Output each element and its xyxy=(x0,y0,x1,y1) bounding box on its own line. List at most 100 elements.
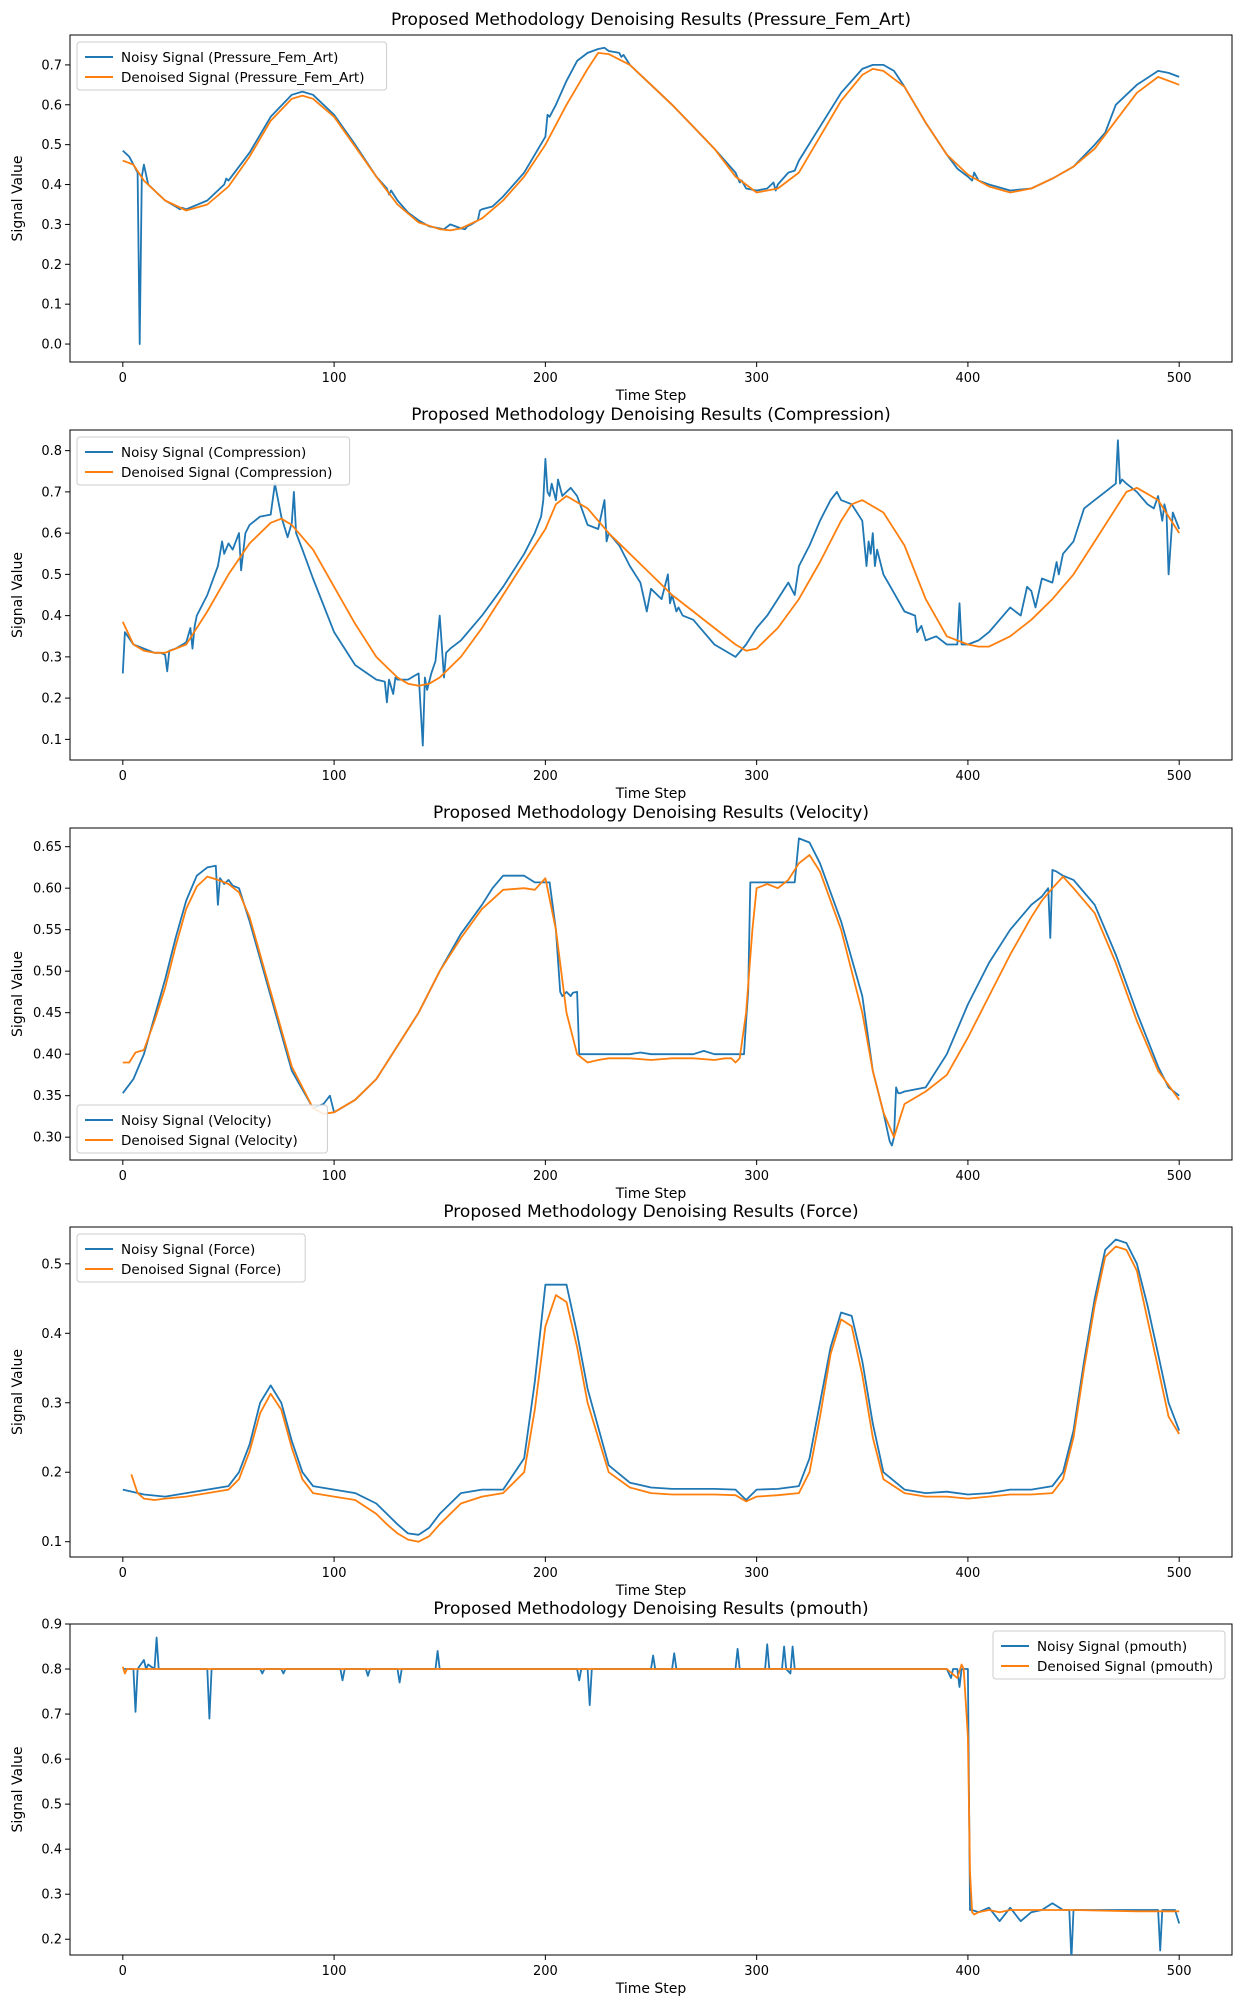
y-tick-label: 0.50 xyxy=(33,965,62,980)
x-axis-label: Time Step xyxy=(615,1981,687,1997)
legend-noisy-label: Noisy Signal (Compression) xyxy=(121,445,306,461)
x-tick-label: 500 xyxy=(1167,1169,1192,1184)
x-tick-label: 400 xyxy=(955,769,980,784)
y-tick-label: 0.6 xyxy=(41,98,62,113)
noisy-series-line xyxy=(122,1238,1181,1536)
axes-frame xyxy=(69,1623,1233,1956)
chart-5: Proposed Methodology Denoising Results (… xyxy=(10,1599,1233,1997)
legend-noisy-label: Noisy Signal (pmouth) xyxy=(1037,1639,1187,1655)
legend-box xyxy=(76,41,388,91)
x-tick-label: 100 xyxy=(322,1566,347,1581)
y-tick-label: 0.8 xyxy=(41,444,62,459)
chart-title: Proposed Methodology Denoising Results (… xyxy=(433,803,869,823)
y-tick-label: 0.0 xyxy=(41,338,62,353)
x-axis-label: Time Step xyxy=(615,388,687,404)
legend-box xyxy=(76,436,351,486)
legend-denoised-label: Denoised Signal (Compression) xyxy=(121,465,332,481)
legend: Noisy Signal (Velocity) Denoised Signal (… xyxy=(76,1104,328,1154)
legend-box xyxy=(76,1104,328,1154)
axes-frame xyxy=(69,34,1233,363)
y-tick-label: 0.5 xyxy=(41,1257,62,1272)
legend-denoised-label: Denoised Signal (pmouth) xyxy=(1037,1659,1213,1675)
chart-title: Proposed Methodology Denoising Results (… xyxy=(391,10,911,30)
y-tick-label: 0.45 xyxy=(33,1006,62,1021)
x-tick-label: 200 xyxy=(533,1964,558,1979)
x-tick-label: 0 xyxy=(119,371,127,386)
y-tick-label: 0.3 xyxy=(41,1888,62,1903)
x-tick-label: 200 xyxy=(533,371,558,386)
legend-denoised-label: Denoised Signal (Velocity) xyxy=(121,1133,298,1149)
noisy-series-line xyxy=(122,1636,1181,1955)
y-tick-label: 0.5 xyxy=(41,1798,62,1813)
chart-title: Proposed Methodology Denoising Results (… xyxy=(433,1599,868,1619)
y-tick-label: 0.9 xyxy=(41,1618,62,1633)
y-axis-label: Signal Value xyxy=(10,552,26,638)
x-tick-label: 200 xyxy=(533,769,558,784)
legend: Noisy Signal (Pressure_Fem_Art) Denoised … xyxy=(76,41,388,91)
y-tick-label: 0.60 xyxy=(33,882,62,897)
legend-box xyxy=(76,1233,306,1283)
y-tick-label: 0.3 xyxy=(41,650,62,665)
legend-denoised-label: Denoised Signal (Pressure_Fem_Art) xyxy=(121,70,364,86)
x-tick-label: 0 xyxy=(119,1169,127,1184)
x-tick-label: 100 xyxy=(322,1964,347,1979)
x-tick-label: 100 xyxy=(322,769,347,784)
y-tick-label: 0.6 xyxy=(41,527,62,542)
y-tick-label: 0.1 xyxy=(41,1535,62,1550)
x-tick-label: 300 xyxy=(744,769,769,784)
y-axis-label: Signal Value xyxy=(10,951,26,1037)
chart-1: Proposed Methodology Denoising Results (… xyxy=(10,10,1233,404)
x-tick-label: 500 xyxy=(1167,769,1192,784)
x-tick-label: 300 xyxy=(744,1566,769,1581)
legend-box xyxy=(992,1630,1226,1680)
y-axis-label: Signal Value xyxy=(10,156,26,242)
legend-noisy-label: Noisy Signal (Force) xyxy=(121,1242,255,1258)
denoised-series-line xyxy=(122,52,1180,232)
y-tick-label: 0.4 xyxy=(41,1843,62,1858)
x-tick-label: 500 xyxy=(1167,1964,1192,1979)
denoised-series-line xyxy=(130,1245,1180,1543)
denoised-series-line xyxy=(122,854,1180,1139)
chart-2: Proposed Methodology Denoising Results (… xyxy=(10,405,1233,802)
y-tick-label: 0.55 xyxy=(33,923,62,938)
y-tick-label: 0.2 xyxy=(41,1466,62,1481)
x-tick-label: 300 xyxy=(744,371,769,386)
x-axis-label: Time Step xyxy=(615,1583,687,1599)
chart-4: Proposed Methodology Denoising Results (… xyxy=(10,1202,1233,1599)
noisy-series-line xyxy=(122,46,1180,346)
x-tick-label: 100 xyxy=(322,371,347,386)
y-tick-label: 0.2 xyxy=(41,258,62,273)
legend-denoised-label: Denoised Signal (Force) xyxy=(121,1262,281,1278)
y-tick-label: 0.4 xyxy=(41,178,62,193)
x-tick-label: 400 xyxy=(955,1169,980,1184)
y-axis-label: Signal Value xyxy=(10,1747,26,1833)
x-tick-label: 400 xyxy=(955,371,980,386)
chart-3: Proposed Methodology Denoising Results (… xyxy=(10,803,1233,1202)
y-tick-label: 0.4 xyxy=(41,609,62,624)
y-tick-label: 0.2 xyxy=(41,1933,62,1948)
y-tick-label: 0.3 xyxy=(41,218,62,233)
legend: Noisy Signal (Compression) Denoised Signa… xyxy=(76,436,351,486)
legend: Noisy Signal (pmouth) Denoised Signal (pm… xyxy=(992,1630,1226,1680)
noisy-series-line xyxy=(121,439,1181,747)
x-tick-label: 0 xyxy=(119,1566,127,1581)
y-tick-label: 0.3 xyxy=(41,1396,62,1411)
x-axis-label: Time Step xyxy=(615,786,687,802)
x-tick-label: 300 xyxy=(744,1169,769,1184)
axes-frame xyxy=(69,1226,1233,1558)
denoised-series-line xyxy=(121,486,1180,687)
y-tick-label: 0.65 xyxy=(33,840,62,855)
y-tick-label: 0.1 xyxy=(41,298,62,313)
y-tick-label: 0.6 xyxy=(41,1753,62,1768)
x-tick-label: 0 xyxy=(119,769,127,784)
x-tick-label: 0 xyxy=(119,1964,127,1979)
x-tick-label: 400 xyxy=(955,1566,980,1581)
chart-title: Proposed Methodology Denoising Results (… xyxy=(443,1202,858,1222)
chart-title: Proposed Methodology Denoising Results (… xyxy=(411,405,891,425)
x-tick-label: 500 xyxy=(1167,371,1192,386)
y-tick-label: 0.30 xyxy=(33,1131,62,1146)
axes-frame xyxy=(69,429,1233,761)
legend: Noisy Signal (Force) Denoised Signal (For… xyxy=(76,1233,306,1283)
x-axis-label: Time Step xyxy=(615,1186,687,1202)
